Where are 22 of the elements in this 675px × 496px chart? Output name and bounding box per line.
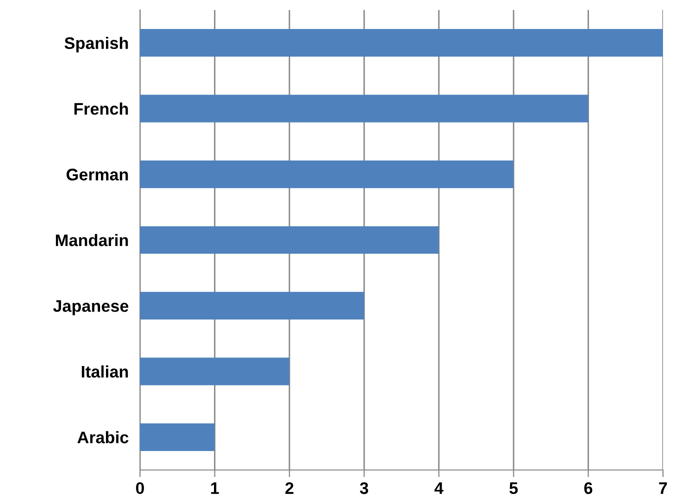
bar <box>140 358 290 386</box>
x-tick-label: 3 <box>360 482 368 494</box>
x-tick-label: 1 <box>211 482 219 494</box>
bar <box>140 226 439 254</box>
bar <box>140 160 514 188</box>
bar <box>140 94 588 122</box>
bar <box>140 292 364 320</box>
y-tick-label: Arabic <box>77 431 128 444</box>
bar <box>140 423 215 451</box>
x-tick-label: 6 <box>584 482 592 494</box>
y-tick-label: Italian <box>82 365 128 378</box>
y-tick-label: Spanish <box>64 36 128 52</box>
y-tick-label: Mandarin <box>56 234 128 246</box>
y-tick-label: Japanese <box>53 300 128 316</box>
x-tick-label: 7 <box>659 482 667 494</box>
x-tick-label: 4 <box>434 482 444 494</box>
x-tick-label: 5 <box>509 482 518 494</box>
bar <box>140 29 663 57</box>
x-tick-label: 0 <box>136 482 144 494</box>
y-tick-label: German <box>66 168 128 180</box>
x-tick-label: 2 <box>285 482 294 494</box>
y-tick-label: French <box>74 102 128 115</box>
